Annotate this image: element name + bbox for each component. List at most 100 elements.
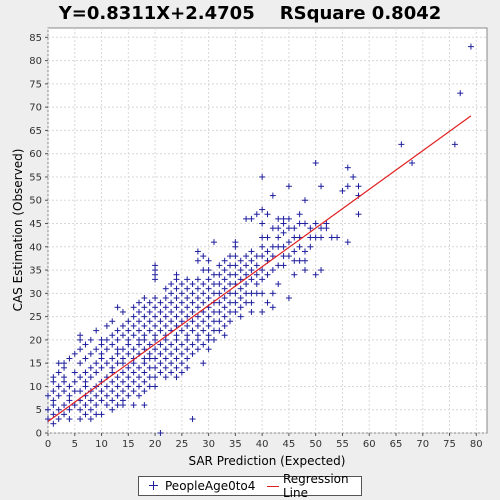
- data-point: [130, 346, 137, 353]
- y-tick-label: 15: [29, 359, 42, 370]
- data-point: [285, 183, 292, 190]
- data-point: [210, 327, 217, 334]
- data-point: [50, 411, 57, 418]
- data-point: [173, 332, 180, 339]
- axes: 0 5 10 15 20 25 30 35 40 45 50 55 60 65 70 75 80 0 5 10 15 20…: [29, 33, 482, 450]
- data-point: [162, 355, 169, 362]
- data-point: [307, 243, 314, 250]
- data-point: [243, 262, 250, 269]
- data-point: [136, 383, 143, 390]
- data-point: [66, 392, 73, 399]
- data-point: [205, 276, 212, 283]
- data-point: [98, 336, 105, 343]
- data-point: [173, 355, 180, 362]
- data-point: [248, 267, 255, 274]
- data-point: [87, 364, 94, 371]
- data-point: [339, 187, 346, 194]
- data-point: [87, 350, 94, 357]
- data-point: [318, 183, 325, 190]
- data-point: [125, 392, 132, 399]
- data-point: [237, 285, 244, 292]
- data-point: [136, 308, 143, 315]
- y-tick-label: 40: [29, 242, 42, 253]
- data-point: [103, 392, 110, 399]
- data-point: [318, 267, 325, 274]
- data-point: [98, 350, 105, 357]
- y-tick-label: 80: [29, 56, 42, 67]
- data-point: [189, 416, 196, 423]
- data-point: [168, 281, 175, 288]
- data-point: [221, 285, 228, 292]
- data-point: [87, 336, 94, 343]
- data-point: [152, 313, 159, 320]
- data-point: [130, 369, 137, 376]
- data-point: [194, 248, 201, 255]
- data-point: [275, 234, 282, 241]
- data-point: [178, 318, 185, 325]
- y-tick-label: 35: [29, 266, 42, 277]
- data-point: [55, 383, 62, 390]
- data-point: [136, 299, 143, 306]
- data-point: [125, 336, 132, 343]
- data-point: [162, 295, 169, 301]
- data-point: [243, 215, 250, 222]
- data-point: [103, 336, 110, 343]
- data-point: [184, 346, 191, 353]
- data-point: [82, 341, 89, 348]
- data-point: [248, 308, 255, 315]
- data-point: [114, 392, 121, 399]
- data-point: [162, 374, 169, 381]
- data-point: [109, 332, 116, 339]
- data-point: [205, 267, 212, 274]
- data-point: [189, 281, 196, 288]
- data-point: [269, 225, 276, 232]
- data-point: [50, 388, 57, 395]
- data-point: [301, 197, 308, 204]
- data-point: [82, 355, 89, 362]
- data-point: [194, 346, 201, 353]
- data-point: [82, 369, 89, 376]
- data-point: [253, 262, 260, 269]
- chart-title: Y=0.8311X+2.4705 RSquare 0.8042: [58, 3, 442, 24]
- data-point: [312, 271, 319, 278]
- data-point: [55, 406, 62, 413]
- data-point: [232, 299, 239, 306]
- data-point: [136, 336, 143, 343]
- y-tick-label: 45: [29, 219, 42, 230]
- data-point: [178, 350, 185, 357]
- x-tick-label: 75: [443, 439, 456, 450]
- data-point: [77, 388, 84, 395]
- data-point: [136, 318, 143, 325]
- data-point: [301, 257, 308, 264]
- data-point: [237, 257, 244, 264]
- data-point: [119, 322, 126, 329]
- data-point: [221, 322, 228, 329]
- data-point: [77, 360, 84, 367]
- data-point: [98, 388, 105, 395]
- data-point: [194, 257, 201, 264]
- data-point: [307, 225, 314, 232]
- legend-item-points: PeopleAge0to4: [147, 479, 255, 493]
- data-point: [296, 220, 303, 227]
- x-tick-label: 15: [122, 439, 135, 450]
- data-point: [87, 397, 94, 404]
- data-point: [451, 141, 458, 148]
- data-point: [205, 332, 212, 339]
- regression-line: [47, 115, 472, 422]
- data-point: [93, 369, 100, 376]
- data-point: [232, 308, 239, 315]
- data-point: [146, 318, 153, 325]
- data-point: [71, 402, 78, 409]
- y-tick-label: 70: [29, 103, 42, 114]
- data-point: [275, 262, 282, 269]
- data-point: [237, 304, 244, 311]
- data-point: [312, 234, 319, 241]
- data-point: [152, 332, 159, 339]
- data-point: [157, 341, 164, 348]
- x-tick-label: 70: [416, 439, 429, 450]
- data-point: [168, 299, 175, 306]
- data-point: [232, 239, 239, 246]
- data-point: [125, 374, 132, 381]
- data-point: [119, 378, 126, 385]
- data-point: [146, 350, 153, 357]
